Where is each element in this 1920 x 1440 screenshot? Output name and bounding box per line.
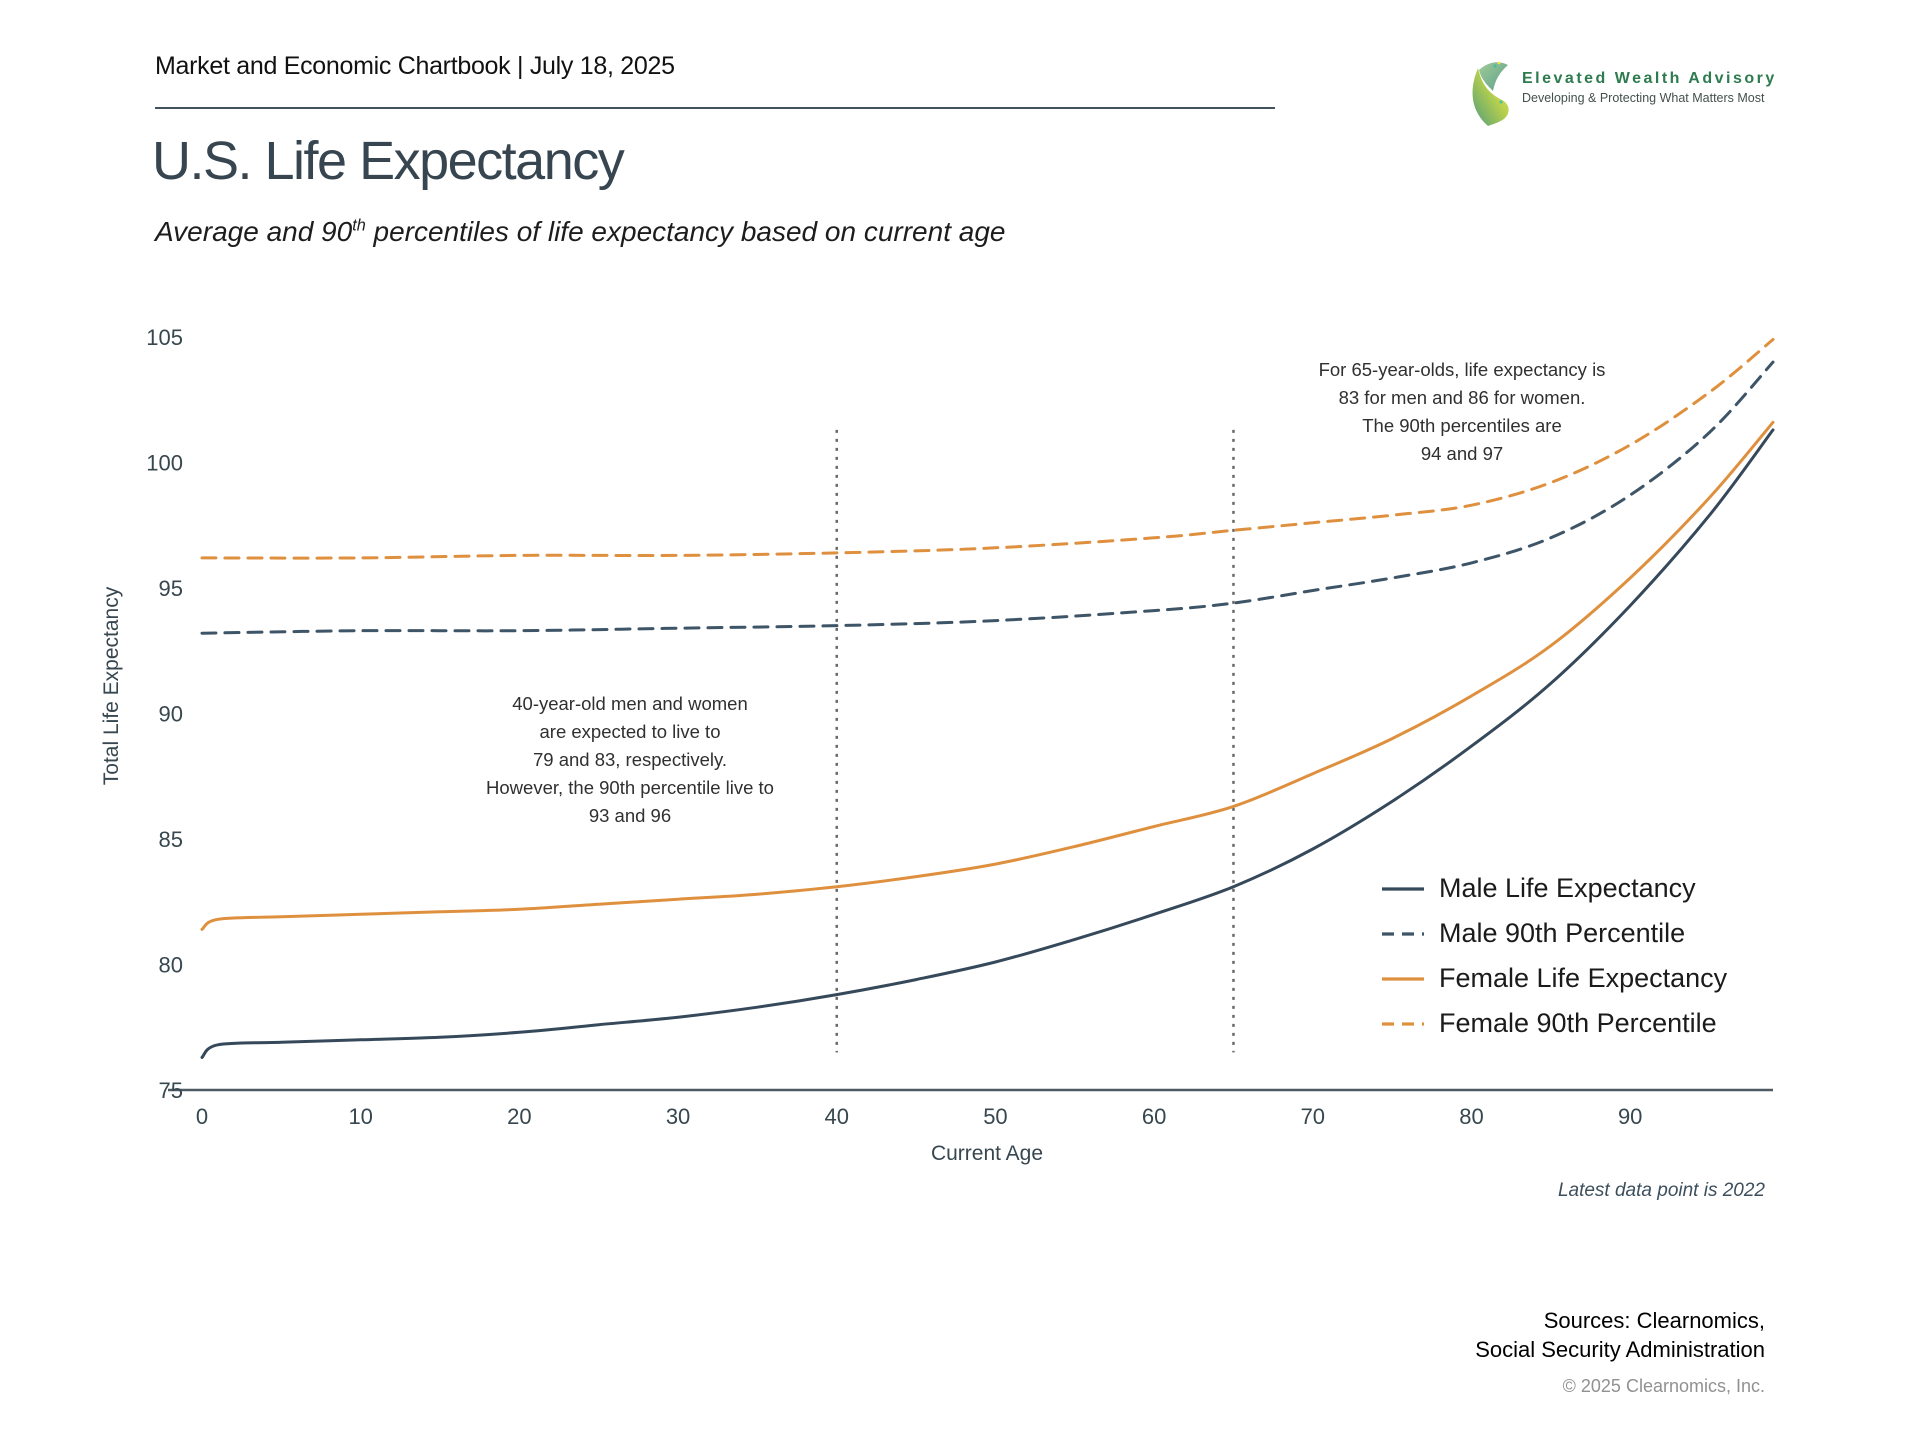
legend-line-sample <box>1382 886 1424 891</box>
series-curve-female-life-expectancy <box>200 420 1775 931</box>
legend-row-female-life-expectancy: Female Life Expectancy <box>1381 956 1727 1001</box>
annotation-line: 40-year-old men and women <box>512 693 748 714</box>
series-curve-male-90th-percentile <box>200 360 1775 635</box>
x-tick-label: 50 <box>983 1104 1007 1129</box>
y-tick-label: 95 <box>159 576 183 601</box>
x-tick-label: 90 <box>1618 1104 1642 1129</box>
legend-line-sample <box>1382 976 1424 981</box>
sources-line-1: Sources: Clearnomics, <box>1543 1308 1765 1333</box>
copyright-text: © 2025 Clearnomics, Inc. <box>1562 1376 1765 1396</box>
logo-leaf-icon <box>1468 58 1512 133</box>
sources-text: Sources: Clearnomics, Social Security Ad… <box>1475 1306 1765 1364</box>
x-tick-label: 80 <box>1459 1104 1483 1129</box>
subtitle-prefix: Average and 90 <box>155 216 353 247</box>
annotation-age-40: 40-year-old men and women are expected t… <box>486 690 774 830</box>
series-curve-female-90th-percentile <box>200 338 1775 560</box>
y-tick-label: 105 <box>146 325 183 350</box>
legend-row-male-life-expectancy: Male Life Expectancy <box>1381 866 1727 911</box>
x-tick-label: 20 <box>507 1104 531 1129</box>
annotation-line: 93 and 96 <box>588 805 672 826</box>
legend-line-sample <box>1382 931 1424 936</box>
legend-label: Male 90th Percentile <box>1439 918 1686 948</box>
annotation-line: 83 for men and 86 for women. <box>1338 387 1586 408</box>
y-tick-label: 75 <box>159 1078 183 1103</box>
header-divider <box>155 107 1275 109</box>
legend-label: Male Life Expectancy <box>1439 873 1696 903</box>
legend-row-female-90th-percentile: Female 90th Percentile <box>1381 1001 1727 1046</box>
legend-label: Female 90th Percentile <box>1439 1008 1717 1038</box>
y-tick-label: 85 <box>159 827 183 852</box>
annotation-line: 79 and 83, respectively. <box>532 749 728 770</box>
y-tick-label: 80 <box>159 953 183 978</box>
y-tick-label: 100 <box>146 451 183 476</box>
subtitle-suffix: percentiles of life expectancy based on … <box>365 216 1006 247</box>
legend-row-male-90th-percentile: Male 90th Percentile <box>1381 911 1727 956</box>
logo-company-name: Elevated Wealth Advisory <box>1522 70 1777 87</box>
annotation-line: The 90th percentiles are <box>1362 415 1562 436</box>
x-tick-label: 10 <box>348 1104 372 1129</box>
legend-line-sample <box>1382 1021 1424 1026</box>
page-title: U.S. Life Expectancy <box>152 131 625 191</box>
x-tick-label: 60 <box>1142 1104 1166 1129</box>
logo-tagline: Developing & Protecting What Matters Mos… <box>1522 91 1765 105</box>
chart-legend: Male Life Expectancy Male 90th Percentil… <box>1381 866 1727 1046</box>
annotation-line: However, the 90th percentile live to <box>486 777 774 798</box>
sources-line-2: Social Security Administration <box>1475 1337 1765 1362</box>
chartbook-header: Market and Economic Chartbook | July 18,… <box>155 52 675 80</box>
company-logo: Elevated Wealth Advisory Developing & Pr… <box>1468 58 1777 133</box>
annotation-line: For 65-year-olds, life expectancy is <box>1318 359 1606 380</box>
latest-data-footnote: Latest data point is 2022 <box>1557 1180 1765 1201</box>
annotation-age-65: For 65-year-olds, life expectancy is 83 … <box>1319 356 1606 468</box>
legend-label: Female Life Expectancy <box>1439 963 1728 993</box>
logo-text: Elevated Wealth Advisory Developing & Pr… <box>1522 70 1777 105</box>
subtitle-superscript: th <box>352 216 366 235</box>
series-curve-male-life-expectancy <box>200 428 1775 1059</box>
annotation-line: are expected to live to <box>539 721 721 742</box>
x-tick-label: 0 <box>196 1104 208 1129</box>
page-subtitle: Average and 90th percentiles of life exp… <box>155 216 1005 248</box>
x-axis-title: Current Age <box>930 1142 1044 1165</box>
x-tick-label: 70 <box>1301 1104 1325 1129</box>
x-tick-label: 30 <box>666 1104 690 1129</box>
y-tick-label: 90 <box>159 702 183 727</box>
y-axis-title: Total Life Expectancy <box>100 586 123 786</box>
annotation-line: 94 and 97 <box>1420 443 1504 464</box>
x-tick-label: 40 <box>825 1104 849 1129</box>
